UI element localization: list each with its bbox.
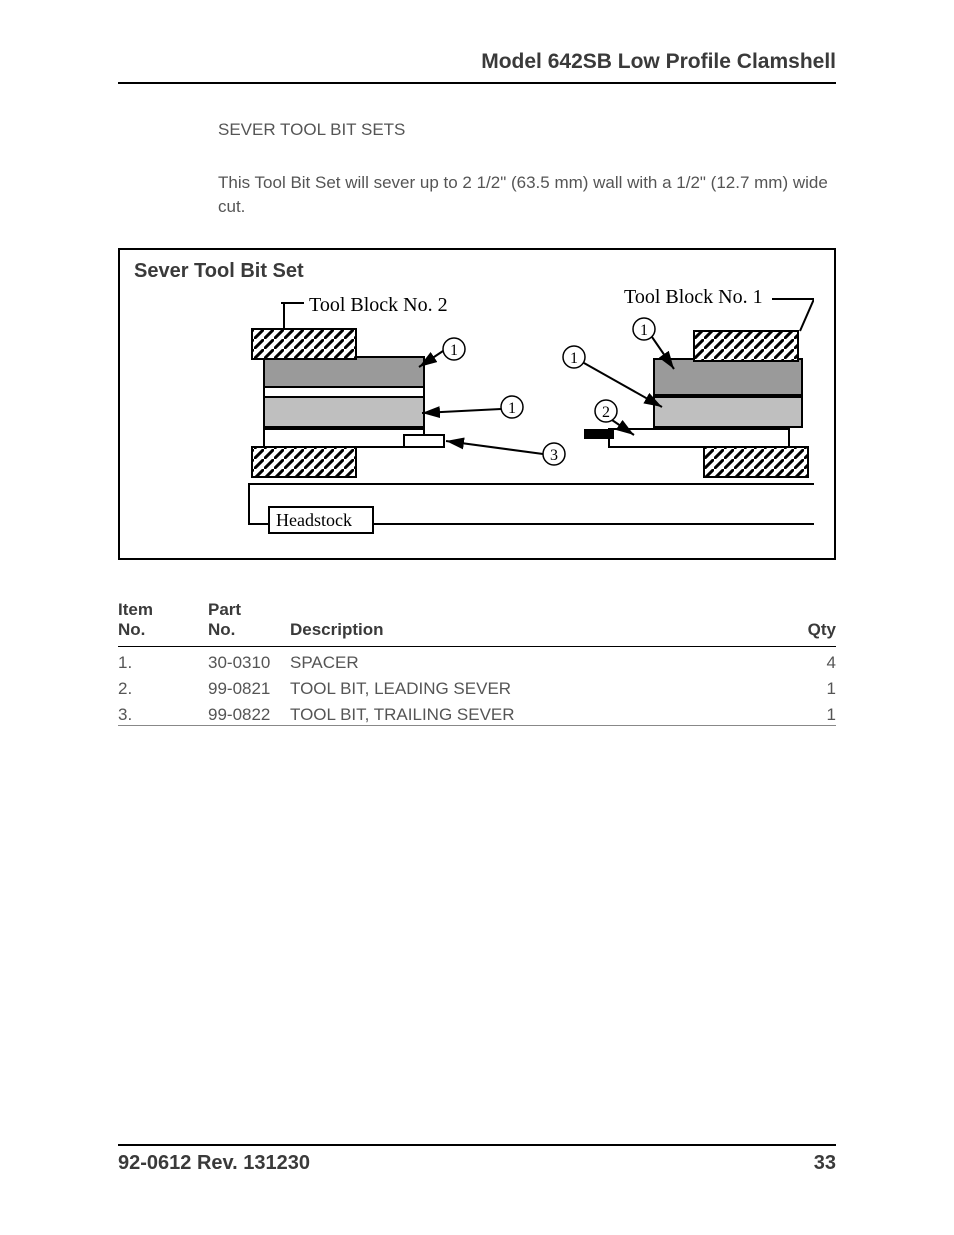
header-rule <box>118 82 836 84</box>
footer-left: 92-0612 Rev. 131230 <box>118 1152 310 1175</box>
footer-page: 33 <box>814 1152 836 1175</box>
section-heading: SEVER TOOL BIT SETS <box>218 118 836 143</box>
callout-e: 2 <box>602 404 610 421</box>
diagram-title: Sever Tool Bit Set <box>134 260 820 283</box>
page-title: Model 642SB Low Profile Clamshell <box>118 50 836 82</box>
block2-label: Tool Block No. 2 <box>309 294 448 316</box>
parts-table-wrap: ItemNo. PartNo. Description Qty 1. 30-03… <box>118 600 836 732</box>
diagram-svg: Headstock Tool Block No. 2 1 1 3 <box>134 289 814 539</box>
section-intro: This Tool Bit Set will sever up to 2 1/2… <box>218 171 836 220</box>
callout-c: 1 <box>508 400 516 417</box>
th-item: ItemNo. <box>118 600 208 647</box>
th-desc: Description <box>290 600 776 647</box>
table-row: 2. 99-0821 TOOL BIT, LEADING SEVER 1 <box>118 673 836 699</box>
diagram-box: Sever Tool Bit Set Headstock <box>118 248 836 560</box>
footer-rule <box>118 1144 836 1146</box>
th-part: PartNo. <box>208 600 290 647</box>
callout-d: 1 <box>570 350 578 367</box>
th-qty: Qty <box>776 600 836 647</box>
block1-label: Tool Block No. 1 <box>624 289 763 308</box>
table-row: 3. 99-0822 TOOL BIT, TRAILING SEVER 1 <box>118 699 836 726</box>
callout-b: 1 <box>640 322 648 339</box>
headstock-label: Headstock <box>276 510 352 530</box>
page-footer: 92-0612 Rev. 131230 33 <box>118 1144 836 1175</box>
parts-table: ItemNo. PartNo. Description Qty 1. 30-03… <box>118 600 836 732</box>
callout-a: 1 <box>450 342 458 359</box>
callout-f: 3 <box>550 447 558 464</box>
table-row: 1. 30-0310 SPACER 4 <box>118 647 836 673</box>
